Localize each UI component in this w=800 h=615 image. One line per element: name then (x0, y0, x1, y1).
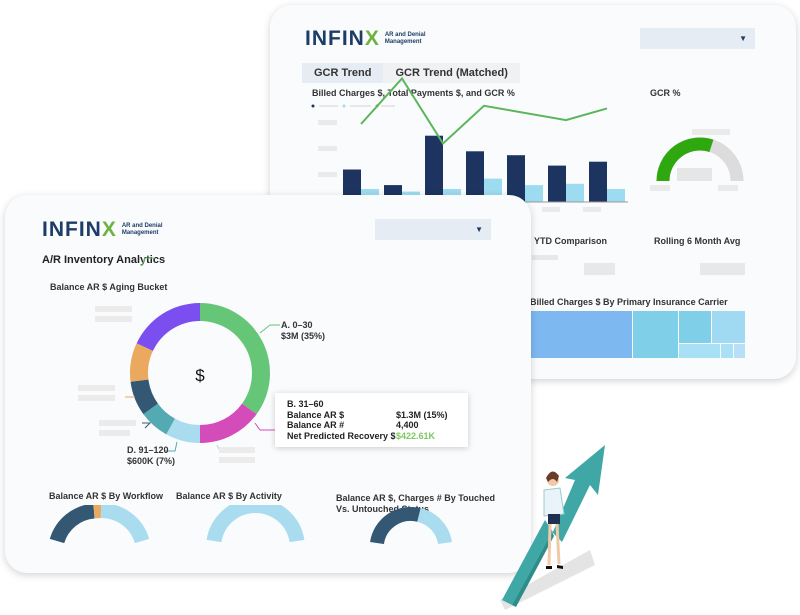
touched-donut (370, 506, 421, 545)
tab-gcr-trend[interactable]: GCR Trend (302, 63, 384, 83)
arrow-icon (502, 445, 605, 605)
bucket-b-tooltip: B. 31–60 Balance AR $ $1.3M (15%) Balance… (275, 393, 468, 447)
activity-donut (206, 505, 305, 543)
logo-tagline: AR and Denial (121, 223, 163, 229)
aging-donut-slice[interactable] (200, 403, 257, 443)
aging-donut-slice[interactable] (136, 303, 200, 351)
billed-charges-bar[interactable] (466, 151, 484, 202)
tab-bar: GCR Trend GCR Trend (Matched) (302, 63, 520, 83)
trend-chart (311, 76, 744, 212)
billed-charges-bar[interactable] (343, 169, 361, 203)
aging-donut-chart: $ (78, 257, 280, 463)
treemap-cell[interactable] (633, 311, 678, 358)
ytd-comparison-title: YTD Comparison (534, 236, 608, 246)
logo-tagline: Management (384, 39, 422, 45)
treemap-cell[interactable] (679, 344, 720, 358)
aging-donut-slice[interactable] (166, 418, 200, 443)
tooltip-row: Balance AR $ $1.3M (15%) (287, 409, 448, 420)
workflow-donut (49, 505, 95, 544)
bucket-d-label: D. 91–120 $600K (7%) (127, 445, 176, 466)
treemap-cell[interactable] (721, 344, 733, 358)
growth-arrow-illustration (500, 445, 605, 610)
billed-charges-bar[interactable] (589, 161, 607, 202)
gcr-gauge-title: GCR % (650, 88, 681, 98)
trend-chart-title: Billed Charges $, Total Payments $, and … (312, 88, 515, 98)
filter-dropdown[interactable]: ▼ (375, 219, 491, 240)
workflow-chart-title: Balance AR $ By Workflow (49, 491, 164, 501)
aging-donut-slice[interactable] (130, 379, 158, 415)
aging-chart-title: Balance AR $ Aging Bucket (50, 282, 168, 292)
billed-charges-bar[interactable] (425, 135, 443, 202)
total-payments-bar[interactable] (607, 189, 625, 202)
dollar-center-icon: $ (195, 366, 205, 385)
tooltip-title: B. 31–60 (287, 399, 324, 409)
aging-donut-slice[interactable] (130, 343, 153, 382)
chart-legend (311, 104, 395, 108)
activity-chart-title: Balance AR $ By Activity (176, 491, 282, 501)
logo-tagline: Management (121, 230, 159, 236)
caret-down-icon: ▼ (475, 225, 483, 234)
person-figure (543, 471, 565, 569)
billed-charges-bar[interactable] (548, 165, 566, 202)
logo-accent: X (101, 218, 117, 241)
page-title: A/R Inventory Analytics (42, 254, 166, 266)
tooltip-row: Net Predicted Recovery $ $422.61K (287, 430, 436, 441)
infinx-logo: INFINX AR and Denial Management (42, 218, 163, 242)
filter-dropdown[interactable]: ▼ (640, 28, 755, 49)
logo-tagline: AR and Denial (384, 32, 426, 38)
rolling-avg-title: Rolling 6 Month Avg (654, 236, 741, 246)
treemap-cell[interactable] (712, 311, 745, 343)
caret-down-icon: ▼ (739, 34, 747, 43)
treemap-cell[interactable] (526, 311, 632, 358)
logo-text: INFIN (42, 218, 102, 241)
aging-donut-slice[interactable] (200, 303, 270, 415)
bottom-donuts (49, 505, 452, 545)
bucket-a-label: A. 0–30 $3M (35%) (281, 320, 326, 341)
ar-inventory-card: INFINX AR and Denial Management ▼ A/R Inv… (5, 195, 531, 573)
billed-charges-bar[interactable] (507, 155, 525, 202)
infinx-logo: INFINX AR and Denial Management (305, 27, 426, 51)
tab-gcr-trend-matched[interactable]: GCR Trend (Matched) (395, 67, 508, 79)
total-payments-bar[interactable] (525, 185, 543, 202)
touched-chart-title: Balance AR $, Charges # By Touched Vs. Un… (336, 493, 496, 514)
logo-text: INFIN (305, 27, 365, 50)
gcr-gauge (650, 129, 744, 191)
treemap-cell[interactable] (734, 344, 745, 358)
aging-donut-slice[interactable] (143, 403, 175, 435)
total-payments-bar[interactable] (566, 183, 584, 202)
treemap-title: Billed Charges $ By Primary Insurance Ca… (530, 297, 728, 307)
gcr-line[interactable] (360, 76, 608, 146)
logo-accent: X (364, 27, 380, 50)
treemap-cell[interactable] (679, 311, 711, 343)
tooltip-row: Balance AR #4,400 (287, 420, 419, 430)
